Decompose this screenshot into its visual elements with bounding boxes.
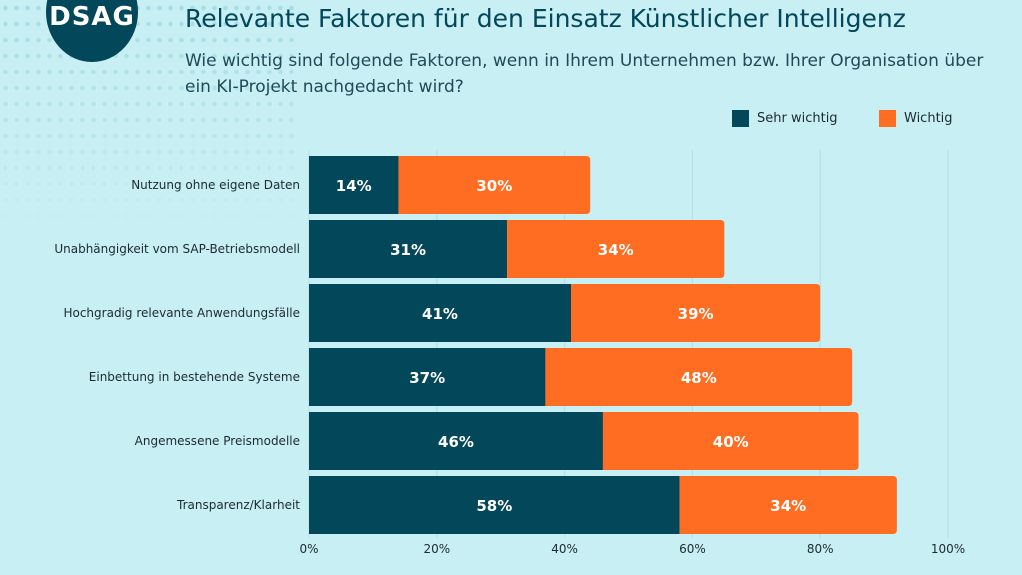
bar-segment-sehr-wichtig xyxy=(309,412,603,470)
bar-segment-sehr-wichtig xyxy=(309,156,399,214)
legend-label: Sehr wichtig xyxy=(757,111,838,126)
data-label: 30% xyxy=(476,177,512,195)
category-label: Einbettung in bestehende Systeme xyxy=(89,370,300,384)
x-tick-label: 20% xyxy=(423,542,450,556)
data-label: 40% xyxy=(713,433,749,451)
bar-segment-wichtig xyxy=(507,220,725,278)
x-tick-label: 60% xyxy=(679,542,706,556)
x-tick-label: 100% xyxy=(931,542,965,556)
data-label: 34% xyxy=(770,497,806,515)
category-label: Nutzung ohne eigene Daten xyxy=(131,178,300,192)
category-label: Transparenz/Klarheit xyxy=(176,498,300,512)
data-label: 58% xyxy=(476,497,512,515)
binary-background-pattern xyxy=(0,0,300,230)
chart-title: Relevante Faktoren für den Einsatz Künst… xyxy=(185,4,906,33)
bar-segment-wichtig xyxy=(570,284,821,342)
bar-segment-sehr-wichtig xyxy=(309,476,680,534)
legend-swatch-wichtig xyxy=(879,110,896,127)
data-label: 37% xyxy=(409,369,445,387)
x-tick-label: 0% xyxy=(299,542,318,556)
data-label: 34% xyxy=(598,241,634,259)
data-label: 14% xyxy=(336,177,372,195)
x-tick-label: 80% xyxy=(807,542,834,556)
logo-text: DSAG xyxy=(49,2,135,32)
chart-subtitle: Wie wichtig sind folgende Faktoren, wenn… xyxy=(185,51,984,97)
bar-segment-sehr-wichtig xyxy=(309,348,546,406)
bar-segment-wichtig xyxy=(679,476,897,534)
category-label: Hochgradig relevante Anwendungsfälle xyxy=(63,306,300,320)
legend-item-sehr-wichtig: Sehr wichtig xyxy=(732,110,838,127)
x-tick-label: 40% xyxy=(551,542,578,556)
legend-swatch-sehr-wichtig xyxy=(732,110,749,127)
bar-segment-wichtig xyxy=(545,348,853,406)
category-label: Unabhängigkeit vom SAP-Betriebsmodell xyxy=(54,242,300,256)
bar-segment-wichtig xyxy=(602,412,859,470)
legend-item-wichtig: Wichtig xyxy=(879,110,953,127)
data-label: 48% xyxy=(681,369,717,387)
data-label: 31% xyxy=(390,241,426,259)
category-label: Angemessene Preismodelle xyxy=(135,434,300,448)
bar-segment-sehr-wichtig xyxy=(309,284,571,342)
data-label: 39% xyxy=(678,305,714,323)
data-label: 41% xyxy=(422,305,458,323)
bar-segment-wichtig xyxy=(398,156,591,214)
legend-label: Wichtig xyxy=(904,111,953,126)
data-label: 46% xyxy=(438,433,474,451)
bar-segment-sehr-wichtig xyxy=(309,220,508,278)
